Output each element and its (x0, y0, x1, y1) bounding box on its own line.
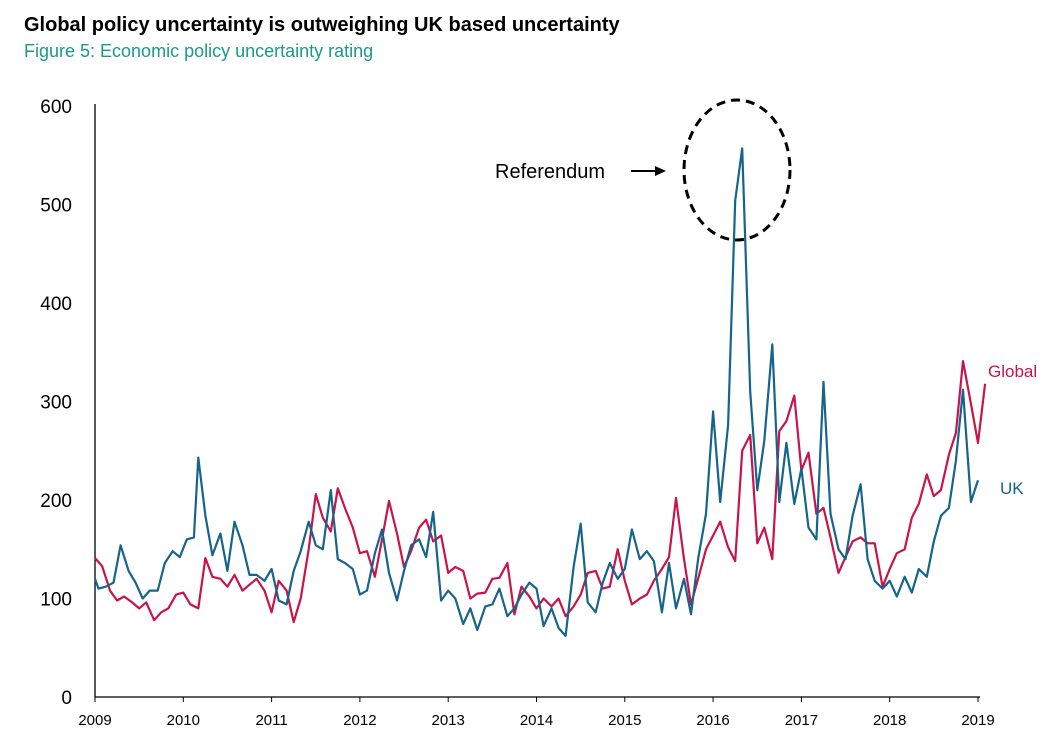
referendum-annotation: Referendum (495, 98, 792, 242)
y-tick-label: 500 (40, 196, 72, 217)
chart-subtitle: Figure 5: Economic policy uncertainty ra… (24, 41, 374, 61)
chart-title: Global policy uncertainty is outweighing… (24, 14, 620, 36)
x-tick-label: 2015 (608, 712, 641, 729)
series-label-uk: UK (1000, 479, 1024, 498)
referendum-arrowhead (655, 166, 666, 176)
x-tick-label: 2018 (873, 712, 906, 729)
y-tick-label: 200 (40, 491, 72, 512)
x-tick-label: 2016 (696, 712, 729, 729)
chart-series (93, 147, 987, 637)
series-line-uk (93, 147, 980, 637)
x-tick-label: 2010 (167, 712, 200, 729)
chart-axes: 0 100 200 300 400 500 600 2009 2010 2011 2012 2013 2… (40, 97, 994, 729)
series-line-global (94, 360, 987, 624)
y-tick-label: 600 (40, 97, 72, 118)
x-tick-label: 2012 (343, 712, 376, 729)
x-tick-label: 2014 (520, 712, 553, 729)
x-tick-label: 2017 (785, 712, 818, 729)
series-label-global: Global (988, 362, 1037, 381)
referendum-circle (682, 98, 792, 242)
y-tick-label: 400 (40, 294, 72, 315)
y-tick-label: 100 (40, 590, 72, 611)
x-tick-label: 2009 (78, 712, 111, 729)
series-labels: Global UK (988, 362, 1037, 498)
referendum-label: Referendum (495, 161, 605, 183)
x-tick-label: 2011 (255, 712, 287, 729)
y-tick-label: 0 (61, 688, 72, 709)
y-tick-label: 300 (40, 393, 72, 414)
x-tick-label: 2013 (432, 712, 465, 729)
x-tick-label: 2019 (961, 712, 994, 729)
